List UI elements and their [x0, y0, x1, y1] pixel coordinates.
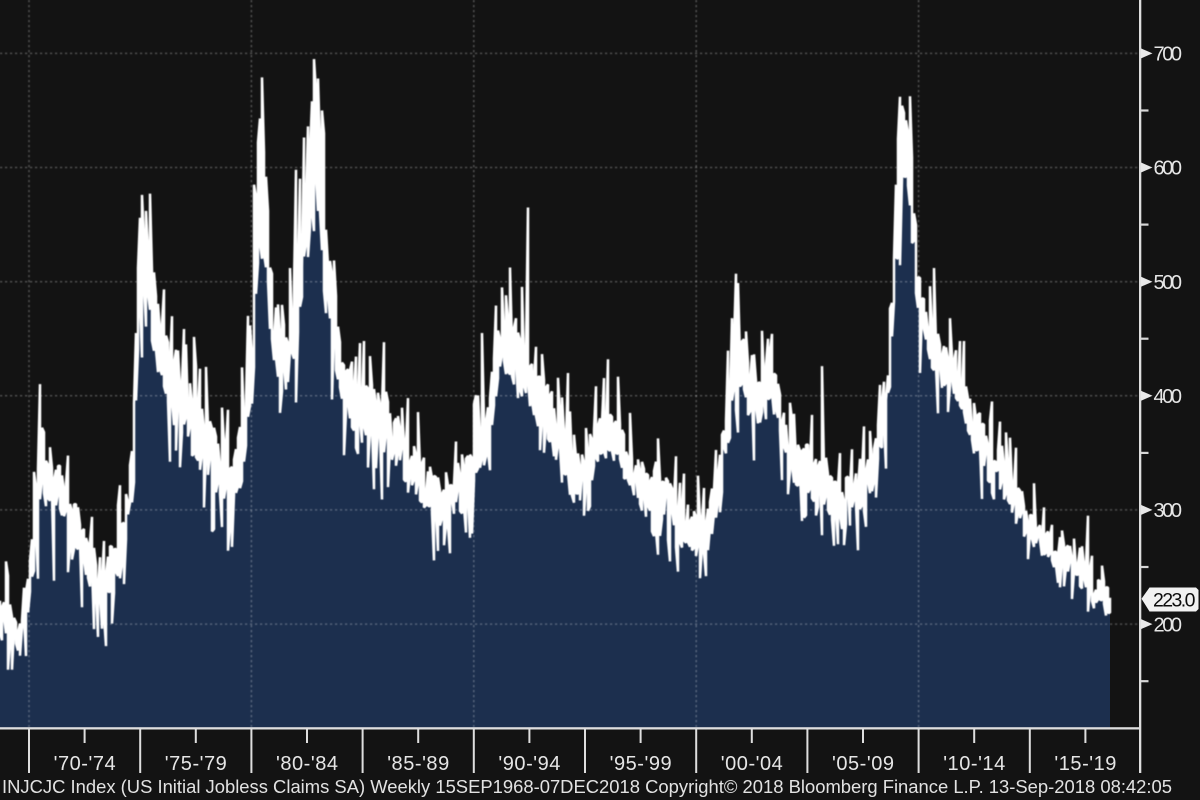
svg-text:'15-'19: '15-'19 — [1054, 753, 1116, 775]
svg-text:'70-'74: '70-'74 — [54, 753, 116, 775]
svg-text:'00-'04: '00-'04 — [721, 753, 783, 775]
svg-text:'90-'94: '90-'94 — [498, 753, 560, 775]
svg-text:'85-'89: '85-'89 — [387, 753, 449, 775]
svg-text:200: 200 — [1154, 614, 1183, 636]
svg-text:700: 700 — [1154, 44, 1183, 66]
svg-text:'05-'09: '05-'09 — [832, 753, 894, 775]
svg-text:'80-'84: '80-'84 — [276, 753, 338, 775]
svg-text:300: 300 — [1154, 500, 1183, 522]
svg-text:600: 600 — [1154, 158, 1183, 180]
svg-text:500: 500 — [1154, 272, 1183, 294]
svg-text:223.0: 223.0 — [1153, 590, 1196, 612]
svg-text:400: 400 — [1154, 386, 1183, 408]
svg-text:'10-'14: '10-'14 — [943, 753, 1005, 775]
svg-text:INJCJC Index (US Initial Joble: INJCJC Index (US Initial Jobless Claims … — [2, 776, 1172, 797]
svg-text:'95-'99: '95-'99 — [610, 753, 672, 775]
svg-text:'75-'79: '75-'79 — [165, 753, 227, 775]
